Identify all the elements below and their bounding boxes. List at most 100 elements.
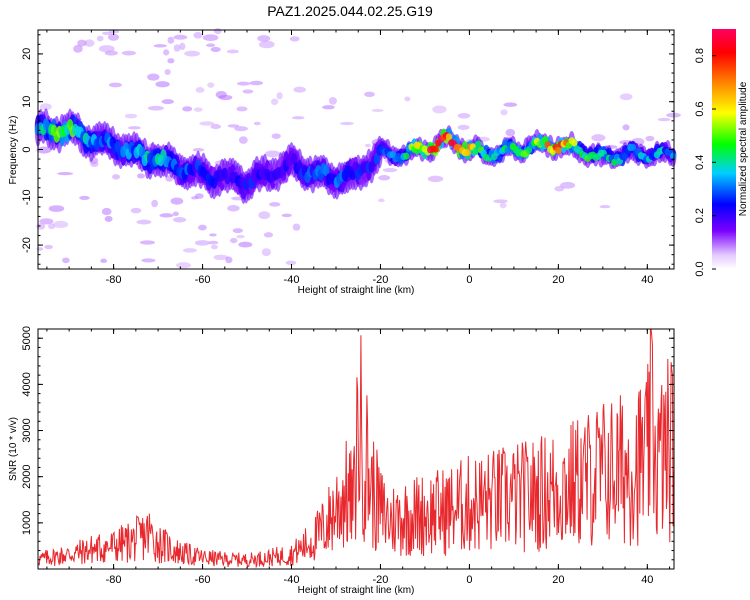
heatmap-noise-blob xyxy=(202,34,219,41)
x-tick-label: -60 xyxy=(195,574,211,586)
colorbar-gradient xyxy=(712,29,736,269)
heatmap-noise-blob xyxy=(159,213,174,218)
heatmap-noise-blob xyxy=(328,97,337,105)
heatmap-noise-blob xyxy=(96,35,104,42)
heatmap-ridge xyxy=(34,108,677,205)
heatmap-noise-blob xyxy=(36,223,46,230)
heatmap-ridge-cell xyxy=(629,143,637,152)
heatmap-noise-blob xyxy=(237,81,251,86)
x-tick-label: 20 xyxy=(552,574,564,586)
heatmap-noise-blob xyxy=(270,98,279,106)
heatmap-noise-blob xyxy=(130,207,142,214)
heatmap-noise-blob xyxy=(378,175,391,181)
heatmap-noise-blob xyxy=(238,241,253,248)
heatmap-noise-blob xyxy=(62,257,70,264)
heatmap-noise-blob xyxy=(232,228,243,234)
heatmap-noise-blob xyxy=(226,49,239,54)
heatmap-noise-blob xyxy=(107,33,120,41)
heatmap-noise-blob xyxy=(281,213,292,218)
heatmap-noise-blob xyxy=(493,199,508,204)
heatmap-noise-blob xyxy=(377,198,385,203)
heatmap-noise-blob xyxy=(257,35,271,42)
heatmap-noise-blob xyxy=(52,220,69,229)
plot-title: PAZ1.2025.044.02.25.G19 xyxy=(267,3,433,19)
heatmap-noise-blob xyxy=(172,217,187,223)
x-tick-label: 0 xyxy=(466,574,472,586)
heatmap-noise-blob xyxy=(147,105,164,111)
snr-line xyxy=(37,328,675,569)
x-tick-label: -40 xyxy=(284,274,300,286)
snr-y-ticks: 1000 2000 3000 4000 5000 xyxy=(21,326,674,570)
heatmap-noise-blob xyxy=(364,91,375,98)
heatmap-ridge-cell xyxy=(373,153,381,165)
heatmap-noise-blob xyxy=(73,44,83,53)
y-tick-label: 10 xyxy=(21,96,33,108)
x-tick-label: -20 xyxy=(373,574,389,586)
spectrogram-panel: -80 -60 -40 -20 0 20 40 -20 -10 0 10 20 Height of … xyxy=(8,28,681,296)
y-tick-label: -10 xyxy=(21,189,33,205)
x-tick-label: -60 xyxy=(195,274,211,286)
heatmap-noise-blob xyxy=(457,113,471,119)
heatmap-noise-blob xyxy=(104,215,113,222)
heatmap-noise-blob xyxy=(276,92,283,100)
heatmap-noise-blob xyxy=(48,205,65,212)
heatmap-noise-blob xyxy=(139,240,156,245)
heatmap-ridge-cell xyxy=(669,152,677,160)
spectrogram-x-axis-label: Height of straight line (km) xyxy=(298,285,415,296)
x-tick-label: -40 xyxy=(284,574,300,586)
heatmap-ridge-cell xyxy=(464,148,471,157)
heatmap-noise-blob xyxy=(136,173,146,179)
heatmap-noise-blob xyxy=(619,93,633,101)
heatmap-noise-blob xyxy=(225,256,233,264)
heatmap-noise-blob xyxy=(195,87,205,93)
heatmap-noise-blob xyxy=(173,44,181,52)
heatmap-noise-blob xyxy=(227,205,240,212)
heatmap-noise-blob xyxy=(210,244,218,250)
heatmap-noise-blob xyxy=(261,248,271,257)
heatmap-noise-blob xyxy=(151,199,159,208)
heatmap-noise-blob xyxy=(258,211,271,220)
spectrogram-y-axis-label: Frequency (Hz) xyxy=(8,116,19,185)
y-tick-label: 1000 xyxy=(21,511,33,535)
heatmap-noise-blob xyxy=(100,258,108,264)
heatmap-noise-blob xyxy=(155,81,170,88)
heatmap-noise-blob xyxy=(198,224,207,231)
heatmap-noise-blob xyxy=(84,39,95,47)
heatmap-noise-blob xyxy=(199,121,215,126)
heatmap-noise-blob xyxy=(258,40,275,49)
heatmap-noise-blob xyxy=(591,134,606,142)
heatmap-noise-blob xyxy=(249,80,264,86)
heatmap-noise-blob xyxy=(264,150,281,158)
heatmap-noise-blob xyxy=(136,219,152,225)
x-tick-label: -20 xyxy=(373,274,389,286)
heatmap-noise-blob xyxy=(371,108,384,113)
heatmap-noise-blob xyxy=(124,113,138,119)
heatmap-noise-blob xyxy=(242,89,254,94)
heatmap-noise-blob xyxy=(184,50,201,57)
heatmap-ridge-cell xyxy=(445,133,453,141)
heatmap-noise-blob xyxy=(207,82,215,88)
heatmap-noise-blob xyxy=(57,172,74,176)
heatmap-noise-blob xyxy=(182,248,197,253)
heatmap-noise-blob xyxy=(121,50,136,56)
spectrogram-heatmap xyxy=(34,28,681,269)
heatmap-noise-blob xyxy=(193,107,203,112)
heatmap-noise-blob xyxy=(599,205,611,209)
heatmap-noise-blob xyxy=(208,240,219,245)
heatmap-noise-blob xyxy=(191,196,199,200)
colorbar-tick-label: 0.8 xyxy=(694,48,706,63)
heatmap-noise-blob xyxy=(404,96,411,102)
colorbar-label: Normalized spectral amplitude xyxy=(738,81,749,216)
heatmap-ridge-cell xyxy=(403,152,410,160)
heatmap-noise-blob xyxy=(179,42,186,51)
heatmap-noise-blob xyxy=(263,232,274,238)
heatmap-noise-blob xyxy=(112,174,120,180)
heatmap-noise-blob xyxy=(364,143,371,148)
heatmap-noise-blob xyxy=(505,128,516,137)
heatmap-noise-blob xyxy=(164,68,171,75)
heatmap-ridge-cell xyxy=(475,140,482,148)
x-tick-label: 40 xyxy=(641,574,653,586)
colorbar: 0.0 0.2 0.4 0.6 0.8 Normalized spectral ampl… xyxy=(694,29,749,277)
colorbar-tick-label: 0.6 xyxy=(694,101,706,116)
